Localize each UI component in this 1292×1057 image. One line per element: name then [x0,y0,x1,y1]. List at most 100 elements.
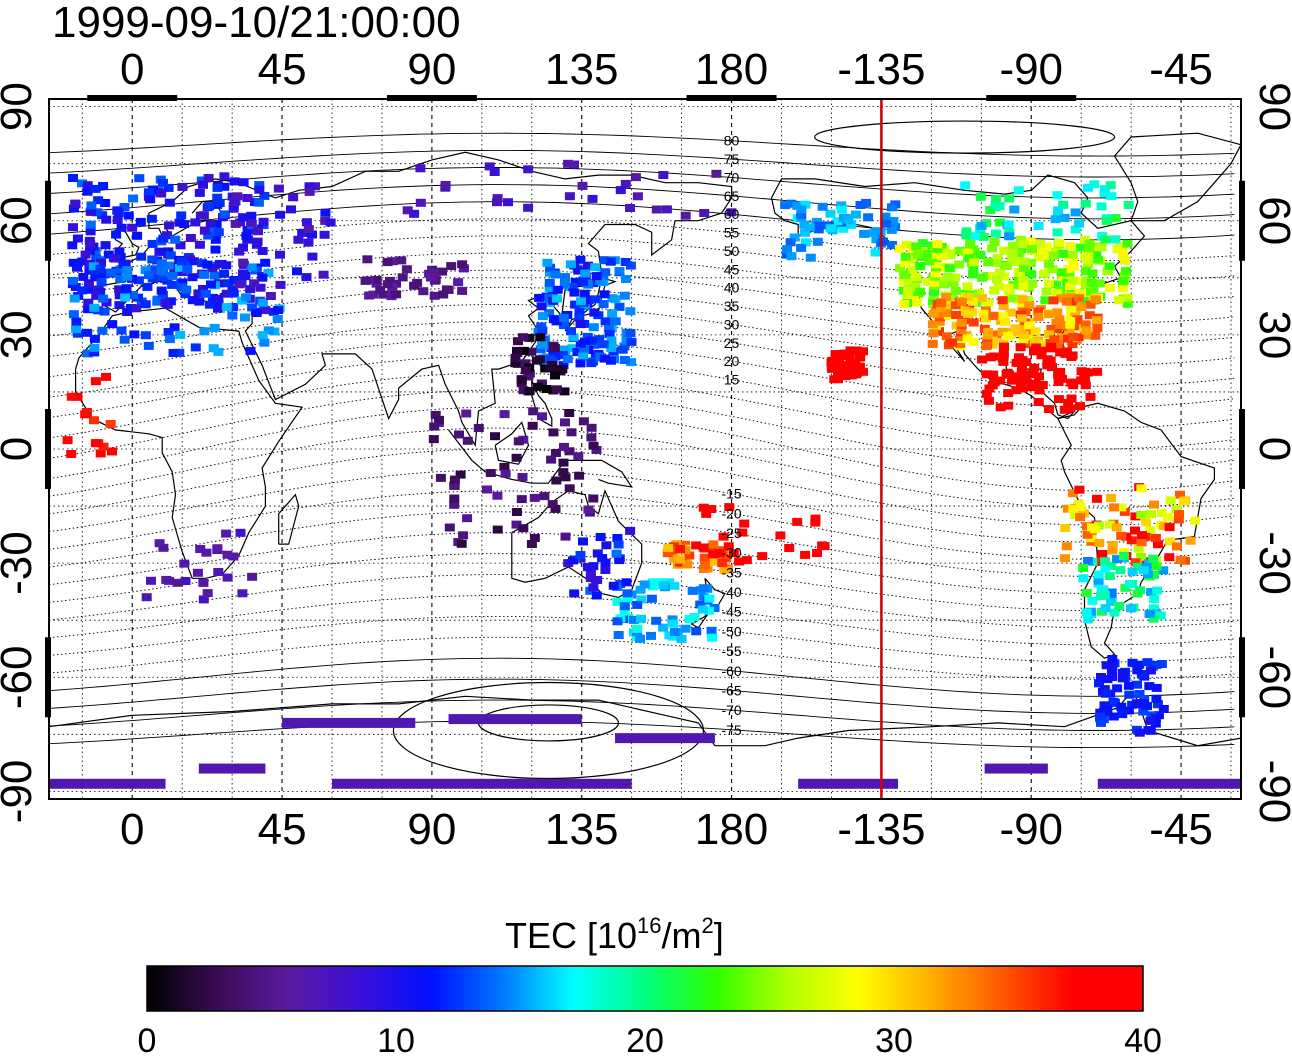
tec-sample [931,260,942,269]
tec-sample [257,247,268,255]
tec-sample [490,432,500,441]
tec-sample [1001,262,1012,270]
tec-sample [1102,675,1113,684]
tec-sample [1073,333,1084,342]
frame-bar-right [1239,409,1245,489]
tec-sample [617,345,628,354]
tec-sample [560,273,570,282]
tec-sample [1144,682,1155,691]
tec-sample [195,545,206,553]
tec-sample [1018,240,1029,249]
tec-sample [97,211,108,220]
tec-sample [116,223,127,232]
tec-sample [588,494,599,503]
tec-sample [555,367,566,376]
tec-sample [1106,593,1117,602]
colorbar-title-suffix: ] [714,915,724,956]
tec-sample [1130,512,1141,521]
tec-sample [956,298,967,306]
tec-sample [800,238,811,247]
tec-sample [1013,186,1024,195]
tec-sample [152,297,163,306]
tec-sample [559,321,569,330]
tec-sample [1025,269,1035,278]
tec-sample [589,308,600,317]
tec-sample [1033,398,1044,406]
tec-sample [700,560,710,569]
tec-sample [577,181,588,190]
tec-sample [1122,293,1133,302]
tec-sample [988,370,999,379]
tec-sample [1102,267,1113,276]
tec-sample [942,273,953,281]
tec-sample [991,195,1002,204]
tec-sample [1024,326,1035,335]
tec-sample [1089,246,1100,255]
tec-sample [219,172,230,181]
tec-sample [1106,597,1117,606]
tec-sample [141,593,152,602]
tec-sample [425,273,436,282]
tec-sample [1136,538,1147,547]
tec-sample [1119,507,1130,516]
tec-sample [991,258,1002,267]
tec-sample [861,198,872,207]
tec-sample [219,182,230,191]
tec-sample [961,227,972,236]
tec-sample [1018,370,1029,379]
magnetic-latitude-label: 55 [724,225,740,241]
tec-sample [840,372,851,381]
tec-sample [1089,180,1100,189]
tec-sample [717,559,728,567]
tec-sample [1081,281,1091,290]
tec-sample [680,624,691,633]
magnetic-contour [49,427,1235,509]
tec-sample [1100,557,1110,566]
tec-sample [106,268,117,277]
tec-sample [1005,308,1016,317]
tec-sample [198,578,209,587]
tec-antarctic-strip [49,778,166,789]
tec-sample [669,554,680,563]
tec-sample [726,208,737,217]
tec-sample [805,253,816,262]
tec-sample [812,549,822,557]
tec-sample [1138,566,1149,575]
tec-sample [1145,716,1156,725]
magnetic-latitude-label: 50 [724,243,740,259]
tec-sample [981,389,992,398]
tec-sample [461,409,472,418]
tec-sample [664,578,675,587]
tec-sample [703,606,714,615]
magnetic-contour [49,149,1235,178]
tec-sample [635,585,646,594]
lon-tick-top: 180 [695,45,768,94]
tec-sample [625,204,635,212]
tec-sample [82,187,93,196]
tec-sample [1017,363,1027,372]
tec-sample [66,392,77,401]
tec-sample [587,194,598,203]
tec-sample [843,216,854,225]
tec-sample [1098,585,1109,594]
tec-sample [549,343,560,352]
tec-sample [1141,518,1152,527]
tec-sample [675,555,686,564]
tec-sample [115,265,126,274]
tec-sample [1075,243,1086,252]
lon-tick-top: -90 [999,45,1063,94]
colorbar-title-unit: /m [662,915,702,956]
tec-sample [1164,523,1175,532]
tec-sample [903,286,914,295]
tec-sample [574,471,585,480]
tec-sample [258,217,269,226]
tec-sample [454,430,464,439]
tec-sample [614,556,625,565]
tec-sample [588,562,599,571]
tec-sample [981,342,992,351]
tec-sample [922,277,933,286]
tec-sample [174,348,185,357]
tec-sample [115,275,126,284]
tec-sample [320,208,331,217]
